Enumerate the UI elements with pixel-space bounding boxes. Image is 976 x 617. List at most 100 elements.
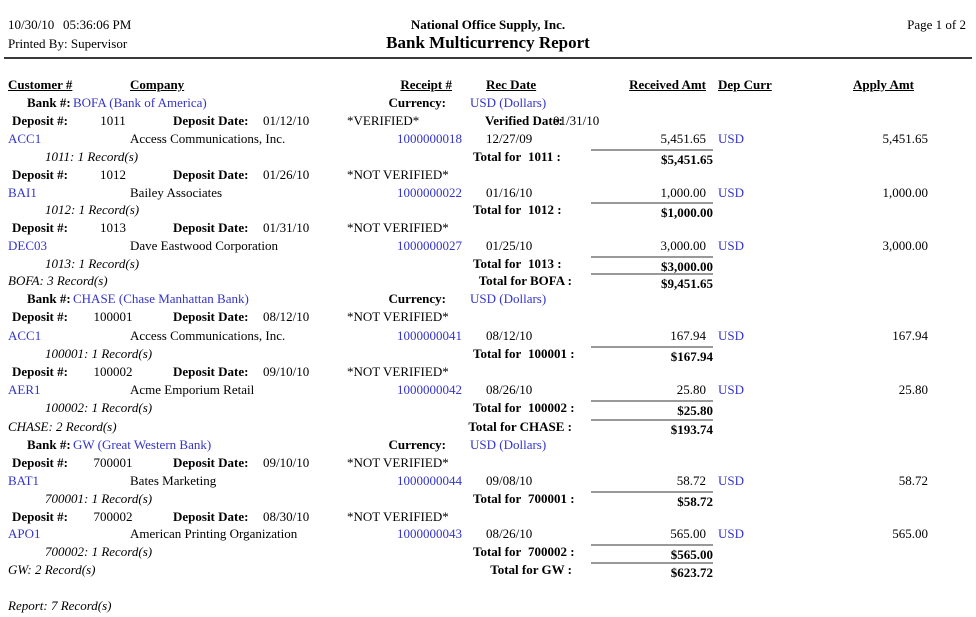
apply-amt-cell: 58.72 <box>898 473 928 488</box>
deposit-date-label: Deposit Date: <box>173 309 249 324</box>
col-header-dep-curr: Dep Curr <box>718 77 772 92</box>
receipt-link[interactable]: 1000000018 <box>397 131 462 146</box>
deposit-header-row: Deposit #: 1012 Deposit Date: 01/26/10 *… <box>0 167 976 185</box>
col-header-receipt: Receipt # <box>400 77 452 92</box>
col-header-apply-amt: Apply Amt <box>852 77 914 92</box>
bank-header-row: Bank #: BOFA (Bank of America) Currency:… <box>0 95 976 113</box>
deposit-number-label: Deposit #: <box>12 364 68 379</box>
apply-amt-cell: 565.00 <box>892 526 928 541</box>
apply-amt-cell: 5,451.65 <box>882 131 929 146</box>
verified-status: *NOT VERIFIED* <box>347 309 449 324</box>
page-header-title: Bank Multicurrency Report <box>0 33 976 57</box>
dep-curr-link[interactable]: USD <box>718 328 745 343</box>
deposit-number-label: Deposit #: <box>12 220 68 235</box>
verified-status: *NOT VERIFIED* <box>347 509 449 524</box>
deposit-date: 01/26/10 <box>263 167 310 182</box>
bank-total-row: GW: 2 Record(s) Total for GW : $623.72 <box>0 562 976 580</box>
customer-link[interactable]: ACC1 <box>8 328 42 343</box>
customer-link[interactable]: APO1 <box>8 526 41 541</box>
bank-record-count: GW: 2 Record(s) <box>8 562 96 577</box>
rec-date-cell: 08/26/10 <box>486 526 533 541</box>
rec-date-cell: 08/26/10 <box>486 382 533 397</box>
dep-curr-link[interactable]: USD <box>718 238 745 253</box>
customer-link[interactable]: AER1 <box>8 382 41 397</box>
bank-record-count: BOFA: 3 Record(s) <box>8 273 108 288</box>
verified-status: *NOT VERIFIED* <box>347 364 449 379</box>
deposit-total-amount: $25.80 <box>677 403 713 418</box>
deposit-record-count: 100001: 1 Record(s) <box>45 346 153 361</box>
deposit-date-label: Deposit Date: <box>173 220 249 235</box>
currency-value[interactable]: USD (Dollars) <box>470 291 547 306</box>
total-for-label: Total for <box>473 256 522 271</box>
bank-total-label: Total for CHASE : <box>468 419 572 434</box>
verified-status: *VERIFIED* <box>347 113 420 128</box>
deposit-date-label: Deposit Date: <box>173 455 249 470</box>
rec-date-cell: 08/12/10 <box>486 328 533 343</box>
bank-total-label: Total for GW : <box>490 562 572 577</box>
receipt-link[interactable]: 1000000043 <box>397 526 462 541</box>
receipt-link[interactable]: 1000000022 <box>397 185 462 200</box>
deposit-number-label: Deposit #: <box>12 455 68 470</box>
company-cell: Bailey Associates <box>130 185 223 200</box>
deposit-total-number: 1013 : <box>528 256 562 271</box>
dep-curr-link[interactable]: USD <box>718 185 745 200</box>
deposit-total-number: 100002 : <box>528 400 575 415</box>
customer-link[interactable]: ACC1 <box>8 131 42 146</box>
apply-amt-cell: 3,000.00 <box>882 238 929 253</box>
total-for-label: Total for <box>473 544 522 559</box>
col-header-received-amt: Received Amt <box>629 77 706 92</box>
dep-curr-link[interactable]: USD <box>718 473 745 488</box>
receipt-link[interactable]: 1000000042 <box>397 382 462 397</box>
currency-value[interactable]: USD (Dollars) <box>470 95 547 110</box>
receipt-link[interactable]: 1000000044 <box>397 473 462 488</box>
deposit-total-amount: $167.94 <box>670 349 713 364</box>
company-cell: Bates Marketing <box>130 473 217 488</box>
rec-date-cell: 09/08/10 <box>486 473 533 488</box>
dep-curr-link[interactable]: USD <box>718 131 745 146</box>
total-rule <box>591 544 713 546</box>
deposit-total-amount: $565.00 <box>670 547 713 562</box>
deposit-total-number: 700002 : <box>528 544 575 559</box>
deposit-number-label: Deposit #: <box>12 167 68 182</box>
page-indicator: Page 1 of 2 <box>907 17 966 32</box>
bank-header-row: Bank #: GW (Great Western Bank) Currency… <box>0 437 976 455</box>
report-record-count: Report: 7 Record(s) <box>8 598 112 613</box>
customer-link[interactable]: BAT1 <box>8 473 40 488</box>
report-footer-row: Report: 7 Record(s) <box>0 598 976 616</box>
currency-value[interactable]: USD (Dollars) <box>470 437 547 452</box>
bank-link[interactable]: CHASE (Chase Manhattan Bank) <box>73 291 249 306</box>
receipt-detail-row: AER1 Acme Emporium Retail 1000000042 08/… <box>0 382 976 400</box>
apply-amt-cell: 1,000.00 <box>882 185 929 200</box>
customer-link[interactable]: DEC03 <box>8 238 47 253</box>
customer-link[interactable]: BAI1 <box>8 185 37 200</box>
bank-link[interactable]: BOFA (Bank of America) <box>73 95 207 110</box>
bank-number-label: Bank #: <box>27 291 71 306</box>
bank-link[interactable]: GW (Great Western Bank) <box>73 437 212 452</box>
currency-label: Currency: <box>388 95 446 110</box>
column-header-row: Customer # Company Receipt # Rec Date Re… <box>0 77 976 95</box>
deposit-number: 700001 <box>93 455 133 470</box>
company-cell: Access Communications, Inc. <box>130 328 286 343</box>
dep-curr-link[interactable]: USD <box>718 382 745 397</box>
deposit-header-row: Deposit #: 100001 Deposit Date: 08/12/10… <box>0 309 976 327</box>
company-cell: Access Communications, Inc. <box>130 131 286 146</box>
deposit-total-row: 700002: 1 Record(s) Total for 700002 : $… <box>0 544 976 562</box>
report-time: 05:36:06 PM <box>63 17 132 32</box>
deposit-total-row: 100002: 1 Record(s) Total for 100002 : $… <box>0 400 976 418</box>
verified-status: *NOT VERIFIED* <box>347 167 449 182</box>
col-header-rec-date: Rec Date <box>486 77 537 92</box>
deposit-total-row: 1012: 1 Record(s) Total for 1012 : $1,00… <box>0 202 976 220</box>
total-rule <box>591 202 713 204</box>
received-amt-cell: 565.00 <box>670 526 706 541</box>
dep-curr-link[interactable]: USD <box>718 526 745 541</box>
deposit-total-row: 1011: 1 Record(s) Total for 1011 : $5,45… <box>0 149 976 167</box>
deposit-date-label: Deposit Date: <box>173 113 249 128</box>
total-rule <box>591 491 713 493</box>
total-rule <box>591 346 713 348</box>
receipt-link[interactable]: 1000000041 <box>397 328 462 343</box>
receipt-detail-row: BAI1 Bailey Associates 1000000022 01/16/… <box>0 185 976 203</box>
receipt-link[interactable]: 1000000027 <box>397 238 462 253</box>
deposit-total-row: 700001: 1 Record(s) Total for 700001 : $… <box>0 491 976 509</box>
deposit-number: 1011 <box>100 113 126 128</box>
